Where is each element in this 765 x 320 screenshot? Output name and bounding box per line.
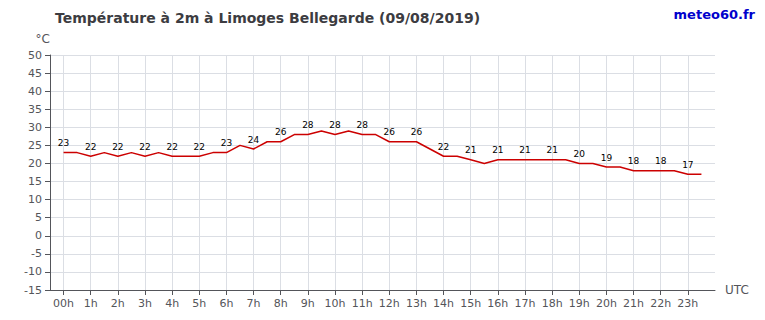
svg-text:21: 21 bbox=[492, 145, 503, 155]
svg-text:22: 22 bbox=[112, 142, 123, 152]
svg-text:22: 22 bbox=[194, 142, 205, 152]
svg-text:19: 19 bbox=[601, 153, 613, 163]
svg-text:9h: 9h bbox=[301, 297, 315, 310]
svg-text:21: 21 bbox=[519, 145, 530, 155]
svg-text:-15: -15 bbox=[24, 284, 42, 297]
svg-text:28: 28 bbox=[302, 120, 314, 130]
svg-text:26: 26 bbox=[275, 127, 287, 137]
svg-text:23: 23 bbox=[58, 138, 69, 148]
svg-text:0: 0 bbox=[35, 229, 42, 242]
svg-text:8h: 8h bbox=[274, 297, 288, 310]
svg-text:24: 24 bbox=[248, 135, 260, 145]
svg-text:20h: 20h bbox=[596, 297, 617, 310]
svg-text:4h: 4h bbox=[165, 297, 179, 310]
svg-text:18: 18 bbox=[655, 156, 667, 166]
svg-text:22h: 22h bbox=[650, 297, 671, 310]
svg-text:25: 25 bbox=[28, 139, 42, 152]
svg-text:11h: 11h bbox=[352, 297, 373, 310]
svg-text:21: 21 bbox=[465, 145, 476, 155]
svg-text:22: 22 bbox=[139, 142, 150, 152]
svg-text:13h: 13h bbox=[406, 297, 427, 310]
svg-text:5: 5 bbox=[35, 211, 42, 224]
svg-text:1h: 1h bbox=[84, 297, 98, 310]
svg-text:2h: 2h bbox=[111, 297, 125, 310]
svg-text:17: 17 bbox=[682, 160, 693, 170]
svg-text:6h: 6h bbox=[219, 297, 233, 310]
svg-text:26: 26 bbox=[384, 127, 396, 137]
svg-text:20: 20 bbox=[574, 149, 586, 159]
svg-text:28: 28 bbox=[329, 120, 341, 130]
svg-text:23: 23 bbox=[221, 138, 232, 148]
svg-text:35: 35 bbox=[28, 103, 42, 116]
svg-text:Température à 2m à Limoges Bel: Température à 2m à Limoges Bellegarde (0… bbox=[55, 10, 480, 26]
svg-text:10h: 10h bbox=[325, 297, 346, 310]
svg-text:°C: °C bbox=[36, 32, 50, 46]
svg-text:50: 50 bbox=[28, 49, 42, 62]
svg-text:18h: 18h bbox=[542, 297, 563, 310]
svg-text:20: 20 bbox=[28, 157, 42, 170]
svg-text:22: 22 bbox=[438, 142, 449, 152]
svg-text:45: 45 bbox=[28, 67, 42, 80]
svg-text:21: 21 bbox=[546, 145, 557, 155]
svg-text:18: 18 bbox=[628, 156, 640, 166]
svg-text:19h: 19h bbox=[569, 297, 590, 310]
svg-text:meteo60.fr: meteo60.fr bbox=[674, 7, 756, 22]
svg-text:12h: 12h bbox=[379, 297, 400, 310]
svg-text:10: 10 bbox=[28, 193, 42, 206]
svg-text:22: 22 bbox=[85, 142, 96, 152]
svg-text:23h: 23h bbox=[677, 297, 698, 310]
svg-text:26: 26 bbox=[411, 127, 423, 137]
svg-text:15: 15 bbox=[28, 175, 42, 188]
svg-text:7h: 7h bbox=[247, 297, 261, 310]
svg-text:16h: 16h bbox=[487, 297, 508, 310]
svg-text:28: 28 bbox=[356, 120, 368, 130]
svg-text:30: 30 bbox=[28, 121, 42, 134]
svg-text:-10: -10 bbox=[24, 265, 42, 278]
svg-text:17h: 17h bbox=[515, 297, 536, 310]
svg-text:22: 22 bbox=[166, 142, 177, 152]
svg-text:21h: 21h bbox=[623, 297, 644, 310]
svg-text:14h: 14h bbox=[433, 297, 454, 310]
svg-text:UTC: UTC bbox=[725, 283, 749, 297]
svg-text:5h: 5h bbox=[192, 297, 206, 310]
svg-text:-5: -5 bbox=[31, 247, 42, 260]
svg-text:15h: 15h bbox=[460, 297, 481, 310]
svg-text:00h: 00h bbox=[53, 297, 74, 310]
svg-text:3h: 3h bbox=[138, 297, 152, 310]
svg-text:40: 40 bbox=[28, 85, 42, 98]
